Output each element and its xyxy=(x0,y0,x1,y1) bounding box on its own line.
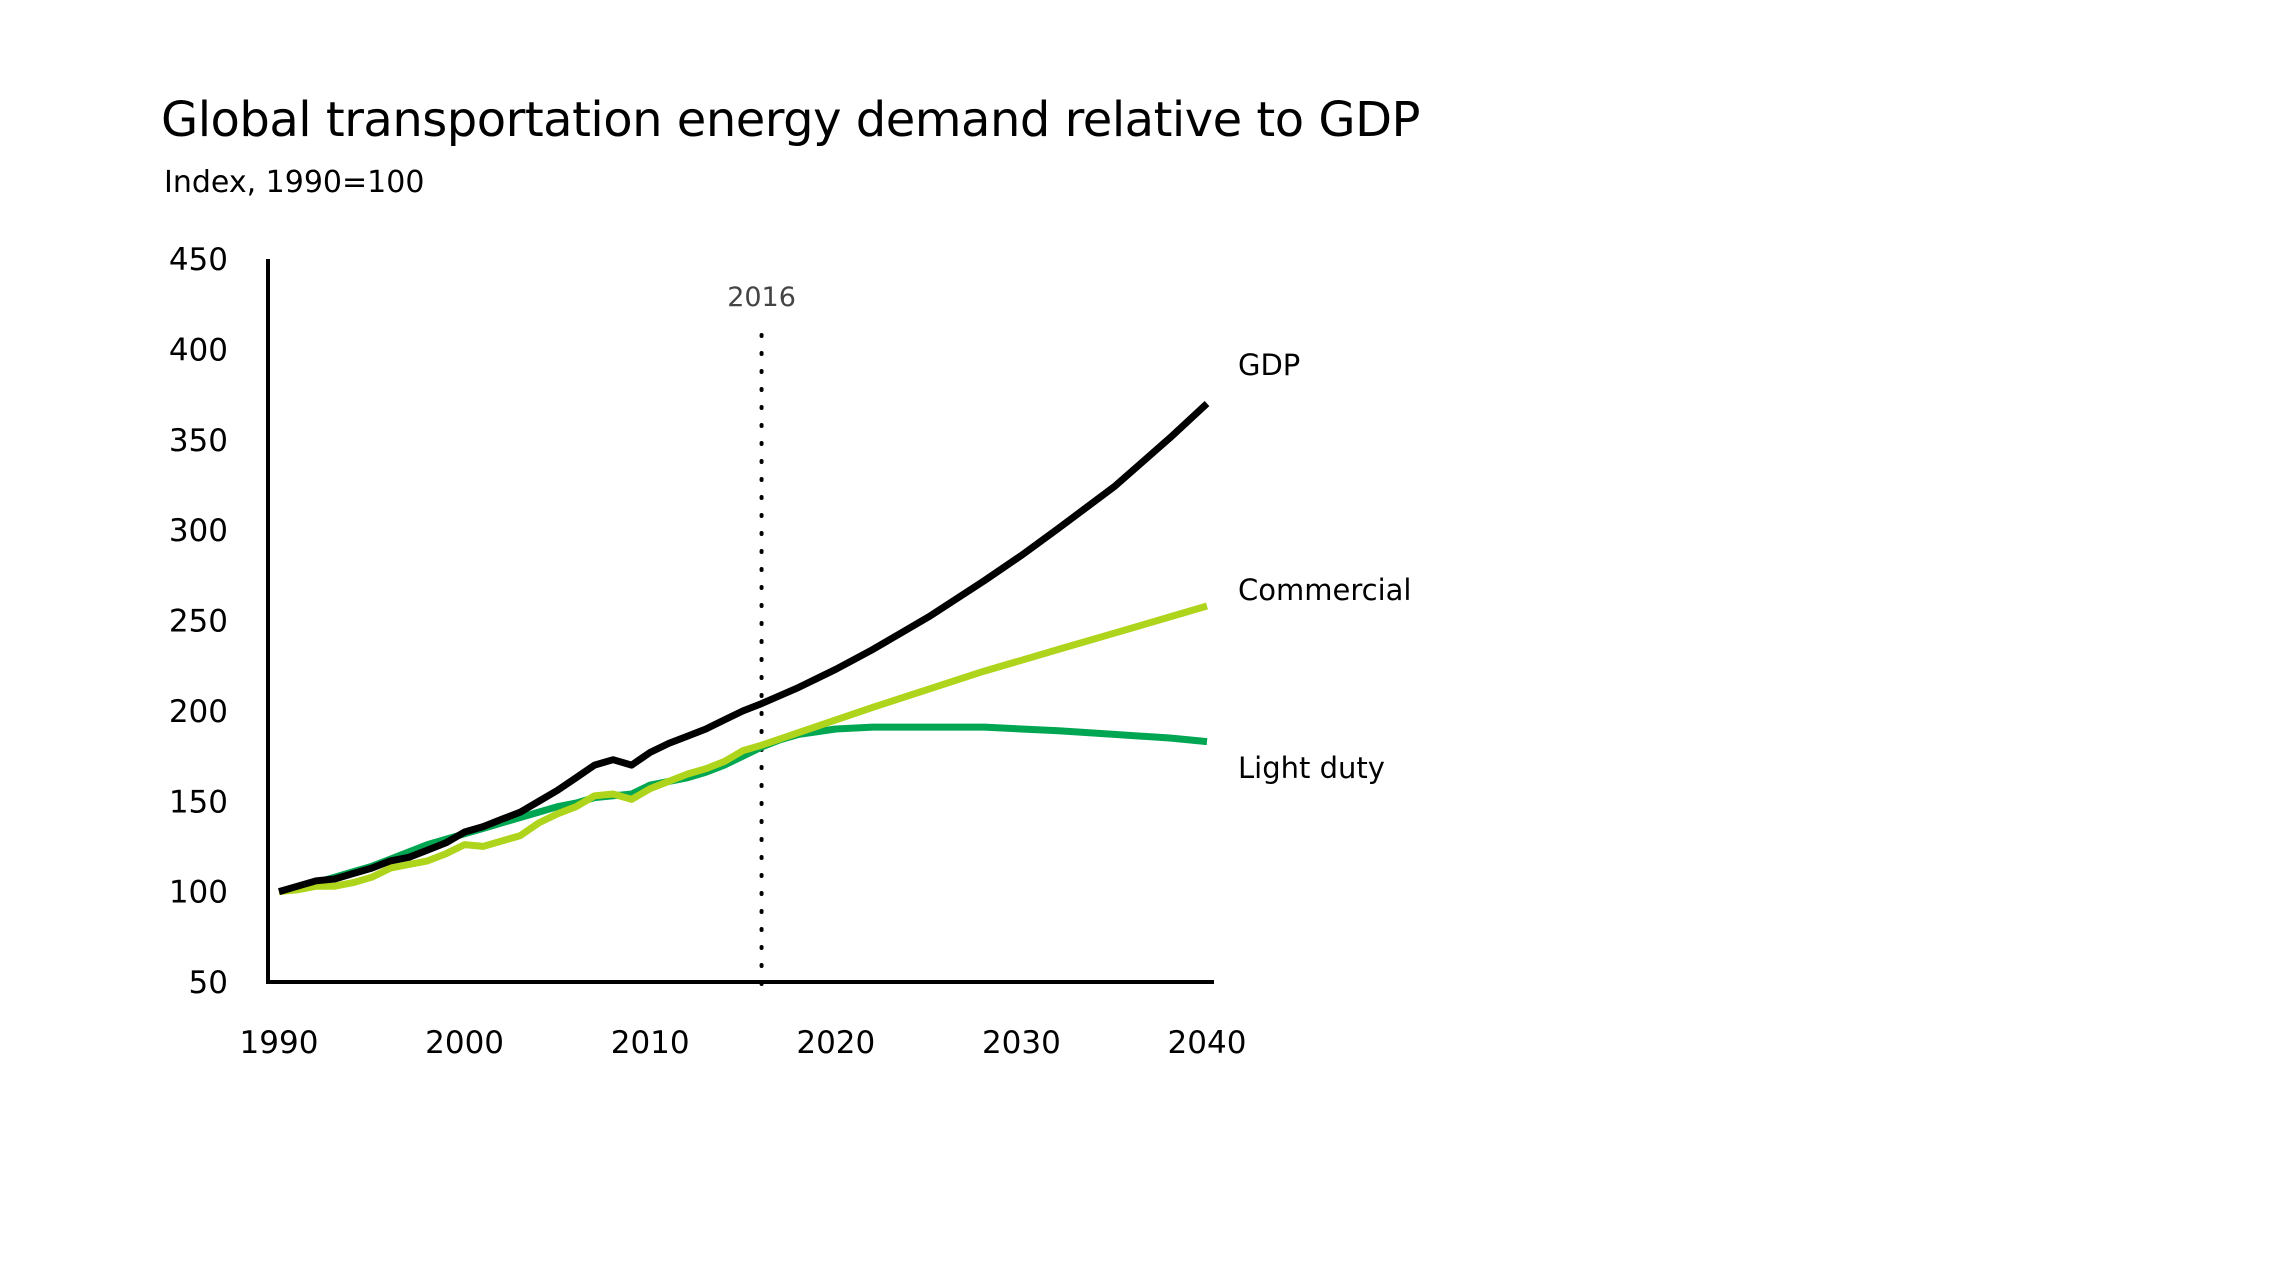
y-tick-label: 150 xyxy=(169,784,228,820)
x-tick-label: 2000 xyxy=(425,1025,504,1061)
x-tick-label: 2040 xyxy=(1168,1025,1247,1061)
series-label-gdp: GDP xyxy=(1238,348,1300,382)
y-tick-label: 250 xyxy=(169,604,228,640)
x-tick-label: 2030 xyxy=(982,1025,1061,1061)
y-tick-label: 50 xyxy=(189,965,228,1001)
series-line-gdp xyxy=(278,401,1210,895)
y-tick-label: 200 xyxy=(169,694,228,730)
series-label-light-duty: Light duty xyxy=(1238,751,1385,785)
x-tick-label: 2010 xyxy=(611,1025,690,1061)
reference-line-label: 2016 xyxy=(727,282,796,313)
series-line-commercial xyxy=(278,602,1208,896)
y-tick-label: 400 xyxy=(169,332,228,368)
y-tick-label: 450 xyxy=(169,242,228,278)
x-tick-label: 2020 xyxy=(796,1025,875,1061)
x-tick-label: 1990 xyxy=(240,1025,319,1061)
chart-title: Global transportation energy demand rela… xyxy=(161,92,1420,148)
chart-subtitle: Index, 1990=100 xyxy=(164,165,425,200)
y-tick-label: 300 xyxy=(169,513,228,549)
y-tick-label: 350 xyxy=(169,423,228,459)
series-label-commercial: Commercial xyxy=(1238,573,1411,607)
y-tick-label: 100 xyxy=(169,875,228,911)
